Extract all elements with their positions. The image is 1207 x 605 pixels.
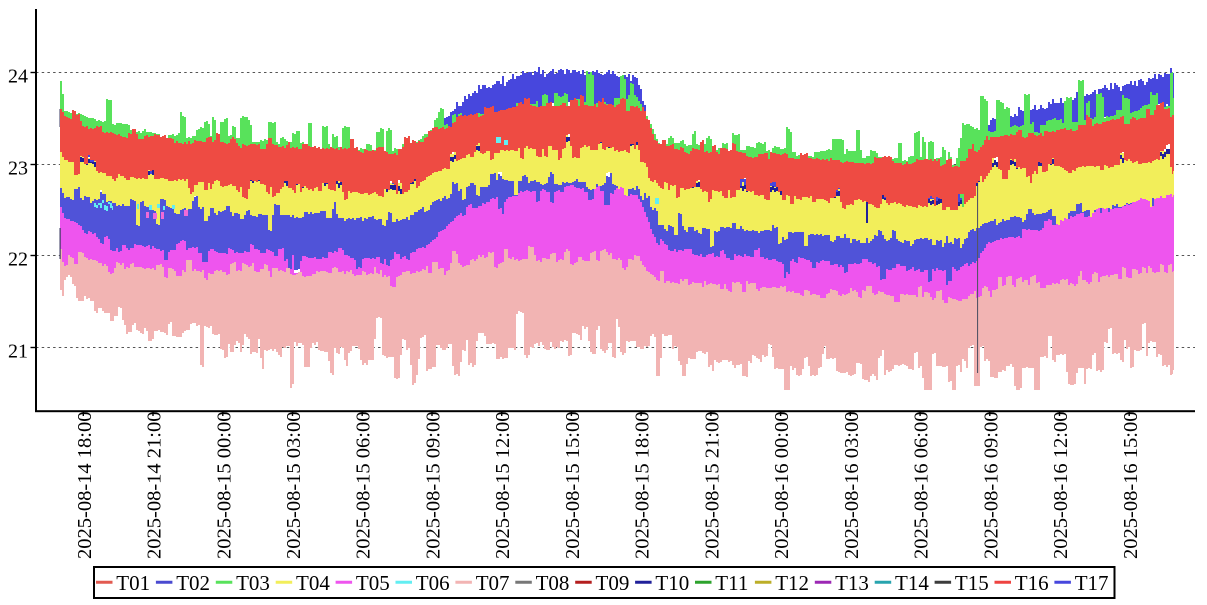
svg-text:2025-08-16 00:00: 2025-08-16 00:00: [771, 412, 793, 559]
svg-text:T02: T02: [176, 571, 210, 595]
svg-text:2025-08-14 21:00: 2025-08-14 21:00: [144, 412, 166, 559]
svg-text:2025-08-15 03:00: 2025-08-15 03:00: [283, 412, 305, 559]
svg-text:22: 22: [8, 249, 28, 271]
svg-text:T10: T10: [655, 571, 689, 595]
svg-text:T14: T14: [895, 571, 929, 595]
svg-text:T16: T16: [1015, 571, 1049, 595]
svg-text:2025-08-14 18:00: 2025-08-14 18:00: [74, 412, 96, 559]
svg-text:T05: T05: [356, 571, 390, 595]
svg-text:2025-08-16 06:00: 2025-08-16 06:00: [911, 412, 933, 559]
svg-text:T01: T01: [116, 571, 150, 595]
svg-text:24: 24: [8, 66, 28, 88]
svg-text:2025-08-15 06:00: 2025-08-15 06:00: [353, 412, 375, 559]
svg-text:T13: T13: [835, 571, 869, 595]
svg-text:2025-08-15 15:00: 2025-08-15 15:00: [562, 412, 584, 559]
svg-text:21: 21: [8, 341, 28, 363]
svg-text:2025-08-15 00:00: 2025-08-15 00:00: [213, 412, 235, 559]
svg-text:T08: T08: [536, 571, 570, 595]
svg-text:T09: T09: [596, 571, 630, 595]
svg-text:T07: T07: [476, 571, 510, 595]
svg-text:2025-08-15 12:00: 2025-08-15 12:00: [492, 412, 514, 559]
svg-text:T15: T15: [955, 571, 989, 595]
svg-text:2025-08-15 18:00: 2025-08-15 18:00: [632, 412, 654, 559]
svg-text:T11: T11: [715, 571, 748, 595]
svg-text:2025-08-16 12:00: 2025-08-16 12:00: [1050, 412, 1072, 559]
svg-text:2025-08-15 09:00: 2025-08-15 09:00: [423, 412, 445, 559]
svg-text:T04: T04: [296, 571, 330, 595]
svg-text:T12: T12: [775, 571, 809, 595]
svg-text:T17: T17: [1075, 571, 1109, 595]
svg-text:2025-08-16 03:00: 2025-08-16 03:00: [841, 412, 863, 559]
svg-text:2025-08-16 15:00: 2025-08-16 15:00: [1120, 412, 1142, 559]
svg-text:T06: T06: [416, 571, 450, 595]
svg-text:23: 23: [8, 158, 28, 180]
svg-text:2025-08-15 21:00: 2025-08-15 21:00: [701, 412, 723, 559]
svg-text:T03: T03: [236, 571, 270, 595]
svg-text:2025-08-16 09:00: 2025-08-16 09:00: [980, 412, 1002, 559]
